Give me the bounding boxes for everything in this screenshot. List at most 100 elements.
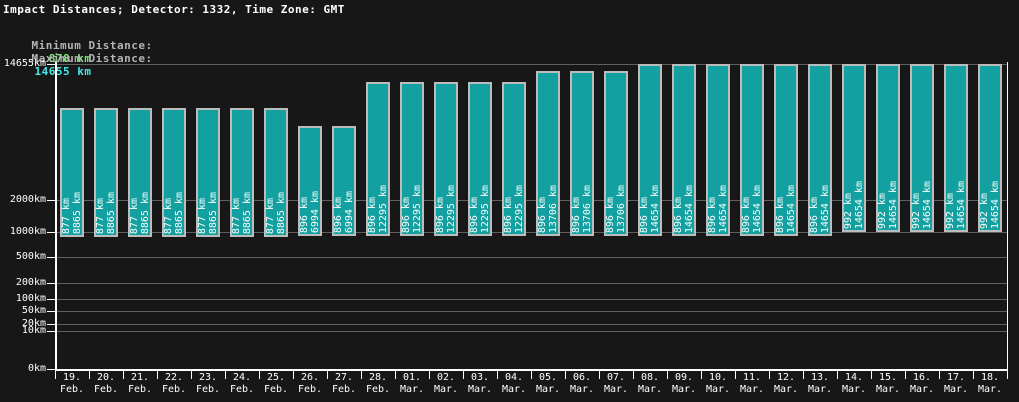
range-bar: 896 km 13706 km <box>570 71 594 236</box>
x-label-month: Feb. <box>331 384 357 395</box>
x-axis-tick <box>463 371 464 379</box>
x-axis-tick <box>667 371 668 379</box>
min-distance-value: 878 km <box>48 52 92 65</box>
x-label-day: 05. <box>538 372 558 383</box>
bar-labels: 896 km 13706 km <box>605 184 627 233</box>
bar-labels: 896 km 12295 km <box>502 185 525 233</box>
x-axis-label: 26. Feb. <box>293 372 327 396</box>
x-label-month: Feb. <box>93 384 119 395</box>
x-axis-tick <box>55 371 56 379</box>
range-bar: 896 km 12295 km <box>468 82 492 236</box>
bar-max-label: 6994 km <box>309 190 321 233</box>
x-label-month: Feb. <box>195 384 221 395</box>
bar-labels: 896 km 14654 km <box>707 185 729 233</box>
range-bar: 896 km 12295 km <box>400 82 424 236</box>
x-label-month: Feb. <box>263 384 289 395</box>
x-label-month: Mar. <box>705 384 731 395</box>
gridline <box>55 232 1007 233</box>
x-axis-label: 14. Mar. <box>837 372 871 396</box>
x-axis-tick <box>871 371 872 379</box>
range-bar: 992 km 14654 km <box>842 64 866 232</box>
x-label-month: Feb. <box>365 384 391 395</box>
x-axis-label: 19. Feb. <box>55 372 89 396</box>
x-axis-label: 20. Feb. <box>89 372 123 396</box>
gridline <box>55 257 1007 258</box>
range-bar: 992 km 14654 km <box>876 64 900 232</box>
x-label-day: 18. <box>980 372 1000 383</box>
range-bar: 992 km 14654 km <box>910 64 934 232</box>
x-label-month: Mar. <box>603 384 629 395</box>
x-axis-label: 08. Mar. <box>633 372 667 396</box>
bar-labels: 992 km 14654 km <box>843 181 865 229</box>
x-axis-label: 21. Feb. <box>123 372 157 396</box>
x-axis-tick <box>837 371 838 379</box>
x-axis-label: 17. Mar. <box>939 372 973 396</box>
y-axis-tick <box>47 331 55 332</box>
bar-min-label: 896 km <box>638 196 650 233</box>
bar-max-label: 8865 km <box>275 191 287 234</box>
x-label-month: Mar. <box>943 384 969 395</box>
max-distance-line: Maximum Distance: 14655 km <box>3 39 153 91</box>
x-axis-label: 16. Mar. <box>905 372 939 396</box>
gridline <box>55 283 1007 284</box>
x-label-day: 03. <box>470 372 490 383</box>
x-axis-label: 04. Mar. <box>497 372 531 396</box>
bar-min-label: 992 km <box>910 192 922 229</box>
bar-max-label: 14654 km <box>751 184 763 233</box>
y-axis-label: 200km <box>15 277 46 288</box>
bar-min-label: 896 km <box>502 196 514 233</box>
range-bar: 896 km 14654 km <box>808 64 832 236</box>
y-axis-tick <box>47 232 55 233</box>
x-axis-label: 07. Mar. <box>599 372 633 396</box>
bar-min-label: 896 km <box>774 196 786 233</box>
bar-labels: 896 km 13706 km <box>537 185 559 233</box>
range-bar: 896 km 13706 km <box>536 71 560 236</box>
x-label-day: 27. <box>334 372 354 383</box>
x-axis-label: 13. Mar. <box>803 372 837 396</box>
x-label-day: 13. <box>810 372 830 383</box>
min-distance-line: Minimum Distance: 878 km <box>3 26 153 78</box>
range-bar: 896 km 14654 km <box>774 64 798 236</box>
y-axis-tick <box>47 283 55 284</box>
x-label-month: Mar. <box>433 384 459 395</box>
gridline <box>55 64 1007 65</box>
x-axis-tick <box>939 371 940 379</box>
bar-min-label: 896 km <box>808 196 820 233</box>
gridline <box>55 299 1007 300</box>
bar-min-label: 896 km <box>570 196 582 233</box>
bar-labels: 896 km 6994 km <box>299 190 321 233</box>
bar-max-label: 6994 km <box>343 190 355 233</box>
x-axis-label: 06. Mar. <box>565 372 599 396</box>
bar-min-label: 992 km <box>978 192 990 229</box>
bar-labels: 896 km 14654 km <box>638 185 661 233</box>
x-label-day: 20. <box>96 372 116 383</box>
x-label-day: 25. <box>266 372 286 383</box>
y-axis-tick <box>47 311 55 312</box>
x-label-month: Mar. <box>637 384 663 395</box>
x-label-month: Mar. <box>841 384 867 395</box>
bar-min-label: 877 km <box>264 197 276 234</box>
y-axis-label: 14655km <box>3 58 46 69</box>
bar-max-label: 12295 km <box>479 184 491 233</box>
x-label-day: 17. <box>946 372 966 383</box>
bar-min-label: 896 km <box>672 196 684 233</box>
x-label-month: Mar. <box>535 384 561 395</box>
bar-min-label: 896 km <box>434 196 446 233</box>
y-axis-label: 0km <box>27 363 46 374</box>
x-axis-tick <box>327 371 328 379</box>
bar-max-label: 13706 km <box>615 184 627 233</box>
x-axis-tick <box>293 371 294 379</box>
bar-max-label: 14654 km <box>887 180 899 229</box>
range-bar: 896 km 12295 km <box>366 82 390 236</box>
x-axis-tick <box>123 371 124 379</box>
x-axis-label: 18. Mar. <box>973 372 1007 396</box>
y-axis-label: 2000km <box>9 194 46 205</box>
x-label-day: 14. <box>844 372 864 383</box>
range-bar: 877 km 8865 km <box>264 108 288 237</box>
x-label-month: Mar. <box>501 384 527 395</box>
range-bar: 896 km 14654 km <box>638 64 662 236</box>
bar-max-label: 8865 km <box>105 191 117 234</box>
bar-min-label: 992 km <box>944 192 956 229</box>
x-label-day: 26. <box>300 372 320 383</box>
